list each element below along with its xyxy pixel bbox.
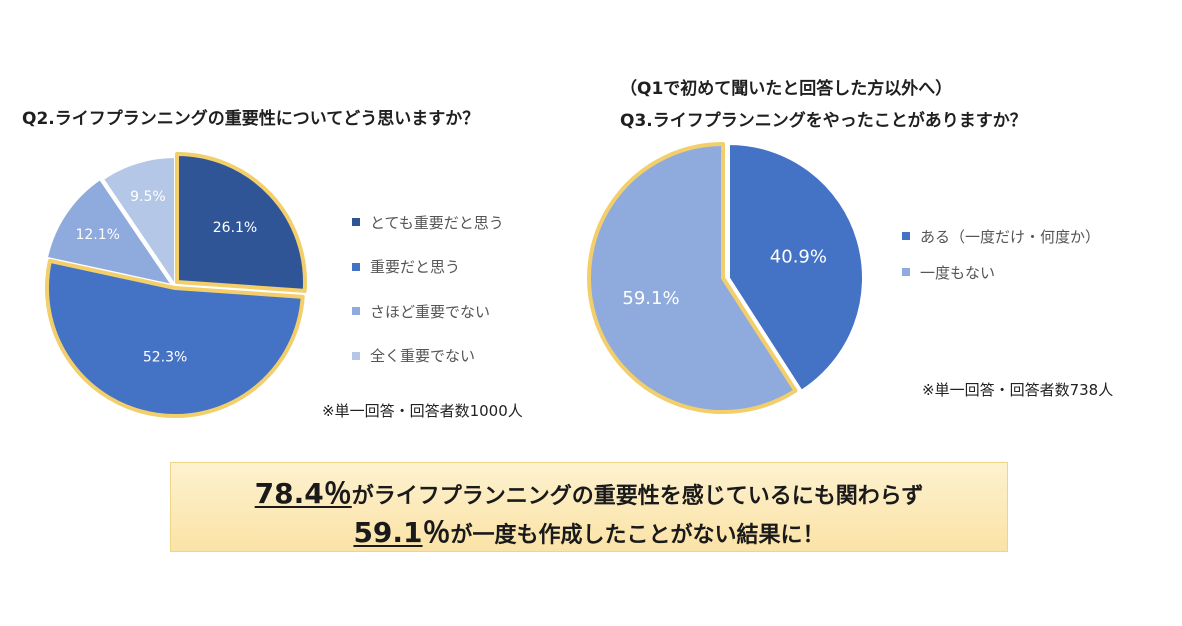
q3-legend-swatch — [902, 268, 910, 276]
q3-pie-slice — [728, 143, 865, 392]
q2-legend-label: 重要だと思う — [370, 258, 461, 277]
banner-line-2: 59.1％が一度も作成したことがない結果に！ — [171, 511, 1007, 551]
q2-pie-slice — [102, 156, 176, 286]
q2-legend-swatch — [352, 218, 360, 227]
q2-pie-data-label: 52.3% — [143, 350, 187, 366]
q3-pie-data-label: 59.1% — [622, 288, 679, 309]
q3-pie-data-label: 40.9% — [770, 247, 827, 268]
q2-pie-slice — [44, 258, 305, 418]
q2-pie-data-label: 12.1% — [75, 227, 119, 243]
q2-chart-title: Q2.ライフプランニングの重要性についてどう思いますか？ — [22, 109, 480, 129]
q2-legend: とても重要だと思う 重要だと思う さほど重要でない 全く重要でない — [352, 200, 504, 378]
q2-legend-swatch — [352, 307, 360, 316]
q2-respondent-note: ※単一回答・回答者数1000人 — [322, 402, 523, 420]
banner-highlight-unit-2: ％ — [422, 516, 451, 549]
q2-pie-slice — [175, 152, 307, 293]
q2-legend-item: さほど重要でない — [352, 289, 504, 334]
summary-banner: 78.4％がライフプランニングの重要性を感じているにも関わらず 59.1％が一度… — [170, 462, 1008, 552]
banner-text-1: がライフプランニングの重要性を感じているにも関わらず — [351, 484, 924, 509]
q2-pie-data-label: 26.1% — [213, 220, 257, 236]
banner-highlight-value-2: 59.1 — [353, 516, 423, 549]
q2-legend-item: とても重要だと思う — [352, 200, 504, 245]
q3-legend-item: 一度もない — [902, 254, 1100, 290]
q3-chart-subtitle: （Q1で初めて聞いたと回答した方以外へ） — [620, 79, 953, 99]
q2-legend-swatch — [352, 351, 360, 360]
q3-legend-item: ある（一度だけ・何度か） — [902, 218, 1100, 254]
q2-legend-label: さほど重要でない — [370, 302, 491, 321]
banner-highlight-value-1: 78.4％ — [254, 477, 352, 510]
q3-legend-label: 一度もない — [920, 263, 996, 282]
q3-chart-title: Q3.ライフプランニングをやったことがありますか？ — [620, 111, 1027, 131]
q2-legend-item: 全く重要でない — [352, 334, 504, 379]
q2-legend-swatch — [352, 262, 360, 271]
q3-respondent-note: ※単一回答・回答者数738人 — [922, 381, 1114, 399]
banner-line-1: 78.4％がライフプランニングの重要性を感じているにも関わらず — [171, 472, 1007, 512]
q3-pie-slice — [587, 142, 798, 414]
banner-text-2: が一度も作成したことがない結果に！ — [450, 523, 825, 548]
q3-legend-swatch — [902, 232, 910, 240]
q2-legend-label: とても重要だと思う — [370, 213, 504, 232]
q2-pie-data-label: 9.5% — [130, 189, 166, 205]
q3-legend: ある（一度だけ・何度か） 一度もない — [902, 218, 1100, 290]
q2-legend-label: 全く重要でない — [370, 347, 476, 366]
q3-legend-label: ある（一度だけ・何度か） — [920, 227, 1101, 246]
q2-pie-slice — [45, 178, 173, 286]
q2-legend-item: 重要だと思う — [352, 245, 504, 290]
